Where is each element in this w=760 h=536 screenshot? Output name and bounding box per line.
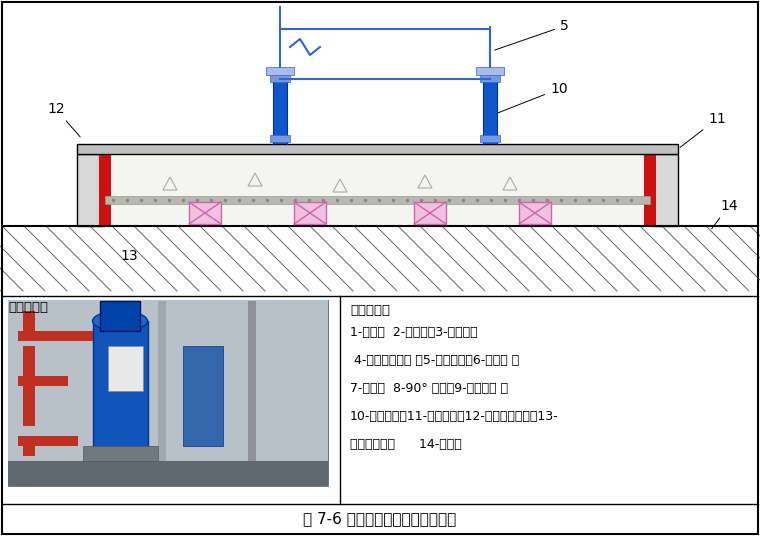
- Bar: [483, 76, 497, 144]
- Bar: [8, 461, 328, 486]
- Bar: [480, 75, 500, 82]
- Text: 1-闸阀；  2-除污器；3-软接头；: 1-闸阀； 2-除污器；3-软接头；: [350, 326, 477, 339]
- Text: 14: 14: [711, 199, 738, 229]
- Bar: [18, 331, 98, 341]
- Bar: [23, 441, 35, 456]
- Bar: [270, 75, 290, 82]
- Bar: [77, 154, 105, 226]
- Bar: [23, 346, 35, 426]
- Text: 13: 13: [120, 249, 138, 263]
- Bar: [183, 346, 223, 446]
- Text: 图 7-6 立式水泵与管路连接示意图: 图 7-6 立式水泵与管路连接示意图: [303, 511, 457, 526]
- Bar: [99, 154, 111, 226]
- Bar: [270, 135, 290, 142]
- Text: 7-支架；  8-90° 弯头；9-弹性吊架 ；: 7-支架； 8-90° 弯头；9-弹性吊架 ；: [350, 382, 508, 395]
- Text: 隔振橡胶垫；      14-地面；: 隔振橡胶垫； 14-地面；: [350, 438, 462, 451]
- Bar: [480, 135, 500, 142]
- Bar: [519, 202, 551, 224]
- Bar: [189, 202, 221, 224]
- Bar: [18, 436, 78, 446]
- Text: 10-浮动底座；11-隔离夹板；12-外部等级夹板；13-: 10-浮动底座；11-隔离夹板；12-外部等级夹板；13-: [350, 410, 559, 423]
- Bar: [18, 376, 68, 386]
- Bar: [273, 76, 287, 144]
- Bar: [108, 346, 143, 391]
- Bar: [266, 67, 294, 75]
- Text: 符号说明：: 符号说明：: [350, 304, 390, 317]
- Bar: [8, 300, 328, 461]
- Bar: [414, 202, 446, 224]
- Bar: [77, 144, 678, 154]
- Text: 5: 5: [495, 19, 568, 50]
- Bar: [100, 301, 140, 331]
- Bar: [105, 154, 650, 226]
- Bar: [644, 154, 656, 226]
- Bar: [158, 301, 166, 461]
- Text: 12: 12: [47, 102, 80, 137]
- Bar: [8, 300, 328, 486]
- Bar: [105, 196, 650, 204]
- Bar: [23, 311, 35, 331]
- Text: 实施案例：: 实施案例：: [8, 301, 48, 314]
- Text: 11: 11: [680, 112, 726, 147]
- Ellipse shape: [93, 311, 147, 331]
- Bar: [248, 301, 256, 461]
- Text: 4-压力表连旋塞 ；5-立式水泵；6-止回阀 ；: 4-压力表连旋塞 ；5-立式水泵；6-止回阀 ；: [350, 354, 519, 367]
- Bar: [294, 202, 326, 224]
- Bar: [83, 446, 158, 461]
- Bar: [93, 321, 148, 451]
- Text: 10: 10: [498, 82, 568, 113]
- Bar: [476, 67, 504, 75]
- Bar: [650, 154, 678, 226]
